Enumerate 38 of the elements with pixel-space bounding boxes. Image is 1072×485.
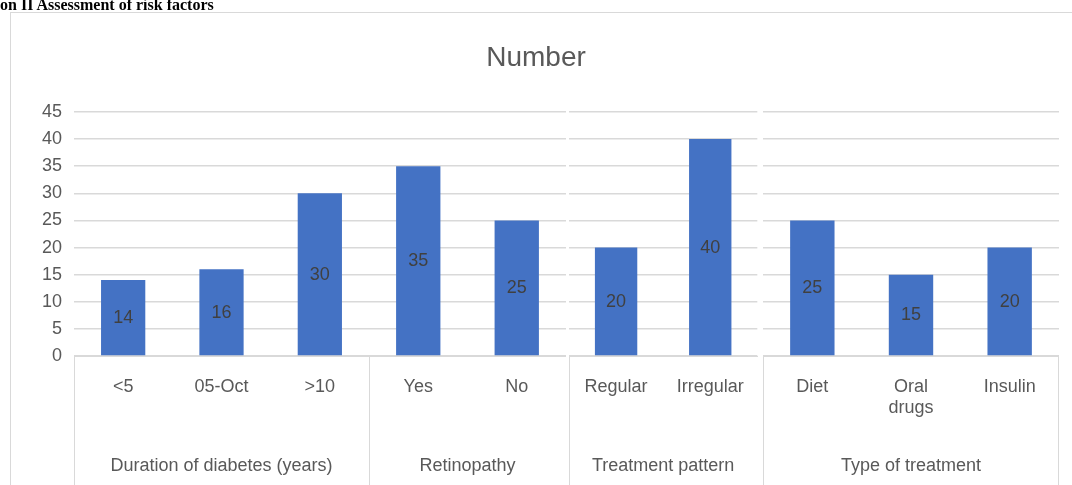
chart-title: Number bbox=[485, 40, 587, 74]
y-tick-label: 10 bbox=[41, 290, 62, 311]
x-axis-title: Duration of diabetes (years) bbox=[110, 455, 333, 476]
data-label: 20 bbox=[999, 290, 1020, 311]
x-tick-label: No bbox=[505, 375, 529, 396]
y-tick-label: 25 bbox=[41, 209, 62, 230]
data-label: 14 bbox=[113, 307, 134, 328]
data-label: 25 bbox=[506, 277, 527, 298]
bar bbox=[199, 269, 244, 356]
data-label: 25 bbox=[802, 277, 823, 298]
x-tick-label: >10 bbox=[304, 375, 336, 396]
x-tick-label: Diet bbox=[796, 375, 829, 396]
y-tick-label: 35 bbox=[41, 155, 62, 176]
y-tick-label: 0 bbox=[51, 344, 62, 365]
data-label: 30 bbox=[309, 263, 330, 284]
data-label: 40 bbox=[700, 236, 721, 257]
x-tick-label: <5 bbox=[112, 375, 134, 396]
y-tick-label: 40 bbox=[41, 128, 62, 149]
x-tick-label: 05-Oct bbox=[194, 375, 249, 396]
x-axis-title: Treatment pattern bbox=[591, 455, 735, 476]
y-tick-label: 15 bbox=[41, 263, 62, 284]
data-label: 16 bbox=[211, 301, 232, 322]
data-label: 15 bbox=[900, 304, 922, 325]
x-tick-label: Oral drugs bbox=[888, 375, 934, 418]
x-tick-label: Irregular bbox=[676, 375, 744, 396]
x-axis-title: Retinopathy bbox=[419, 455, 516, 476]
data-label: 35 bbox=[408, 250, 429, 271]
y-tick-label: 20 bbox=[41, 236, 62, 257]
x-tick-label: Yes bbox=[403, 375, 433, 396]
x-tick-label: Insulin bbox=[983, 375, 1036, 396]
x-axis-title: Type of treatment bbox=[840, 455, 982, 476]
y-tick-label: 30 bbox=[41, 182, 62, 203]
data-label: 20 bbox=[606, 290, 627, 311]
x-tick-label: Regular bbox=[584, 375, 648, 396]
y-tick-label: 45 bbox=[41, 100, 62, 121]
y-tick-label: 5 bbox=[51, 317, 62, 338]
bar bbox=[297, 193, 342, 356]
bar bbox=[101, 280, 146, 356]
